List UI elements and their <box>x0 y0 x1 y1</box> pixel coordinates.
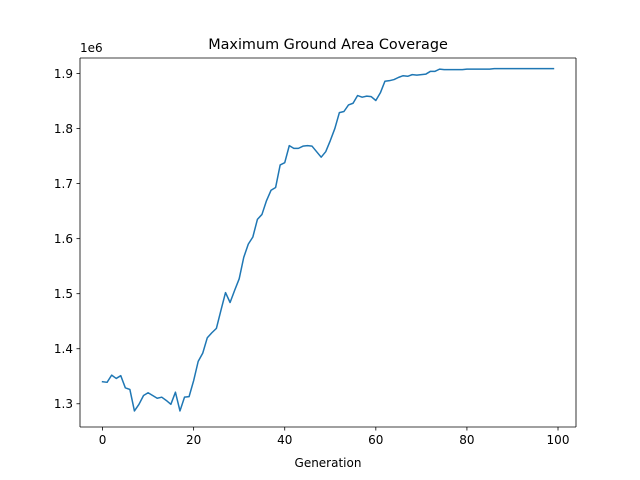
y-tick-label: 1.8 <box>54 122 73 136</box>
x-tick-label: 60 <box>368 433 383 447</box>
y-offset-label: 1e6 <box>80 41 103 55</box>
plot-area: 0 20 40 60 80 100 1.3 1.4 1.5 1.6 1.7 1.8 1.9 <box>54 57 577 447</box>
y-tick-label: 1.7 <box>54 177 73 191</box>
x-axis-label: Generation <box>295 456 362 470</box>
y-tick-label: 1.9 <box>54 67 73 81</box>
y-tick-label: 1.4 <box>54 342 73 356</box>
y-tick-label: 1.3 <box>54 397 73 411</box>
series-line-0 <box>101 67 555 412</box>
x-tick-label: 20 <box>186 433 201 447</box>
chart-title: Maximum Ground Area Coverage <box>208 37 448 53</box>
x-tick-label: 0 <box>99 433 107 447</box>
y-tick-label: 1.5 <box>54 287 73 301</box>
y-tick-label: 1.6 <box>54 232 73 246</box>
x-tick-label: 40 <box>277 433 292 447</box>
x-tick-label: 80 <box>459 433 474 447</box>
x-tick-label: 100 <box>547 433 570 447</box>
